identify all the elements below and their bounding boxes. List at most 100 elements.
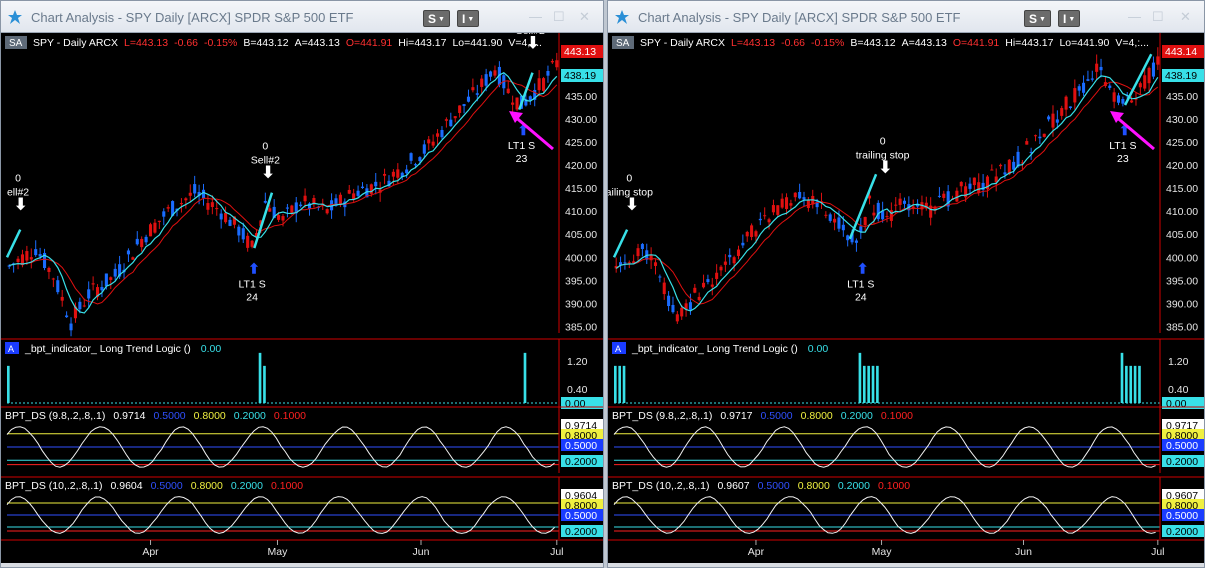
candle-body: [228, 219, 232, 226]
candle-body: [541, 78, 546, 91]
candle-body: [162, 211, 166, 217]
buy-signal-label: LT1 S: [508, 140, 535, 152]
candle-body: [885, 216, 889, 218]
candle-body: [815, 201, 819, 208]
candle-body: [148, 224, 153, 237]
oscillator-1-label: BPT_DS (9.8,.2,.8,.1): [5, 410, 105, 422]
candle-body: [1042, 133, 1046, 137]
histogram-bar: [614, 365, 617, 403]
close-icon[interactable]: ✕: [579, 9, 590, 24]
indicator-value: 0.00: [201, 343, 222, 355]
candle-body: [798, 191, 802, 199]
candle-body: [29, 257, 33, 260]
candle-body: [374, 181, 378, 187]
candle-body: [25, 251, 29, 261]
candle-body: [732, 257, 736, 264]
candle-body: [933, 206, 937, 211]
candle-body: [480, 78, 484, 87]
oscillator-1-tag: [561, 455, 603, 467]
candle-body: [418, 157, 422, 162]
header-lo: Lo=441.90: [452, 37, 502, 49]
histogram-bar: [618, 365, 621, 403]
oscillator-2-value: 0.9604: [110, 480, 142, 492]
minimize-icon[interactable]: —: [1128, 9, 1141, 24]
title-bar[interactable]: Chart Analysis - SPY Daily [ARCX] SPDR S…: [608, 1, 1204, 33]
candle-body: [489, 71, 493, 77]
candle-body: [166, 207, 170, 209]
candle-body: [693, 287, 697, 293]
candle-body: [60, 296, 64, 301]
candle-body: [675, 314, 679, 322]
candle-body: [1051, 113, 1055, 128]
candle-body: [1025, 141, 1029, 145]
insert-menu-button[interactable]: I ▼: [1058, 10, 1081, 27]
candle-body: [400, 172, 404, 178]
oscillator-1-tag-label: 0.5000: [565, 440, 597, 452]
candle-body: [1134, 98, 1138, 100]
candle-body: [118, 264, 122, 277]
candle-body: [387, 180, 391, 187]
minimize-icon[interactable]: —: [529, 9, 542, 24]
ma-price-tag: [561, 69, 603, 82]
candle-body: [378, 189, 382, 193]
indicator-tag-label: 0.00: [1166, 398, 1187, 410]
candle-body: [356, 190, 360, 196]
candle-body: [1090, 78, 1094, 80]
candle-body: [894, 204, 898, 206]
style-menu-button[interactable]: S ▼: [1024, 10, 1051, 27]
buy-signal-qty: 24: [855, 291, 867, 303]
candle-body: [555, 60, 559, 68]
chart-window-right: Chart Analysis - SPY Daily [ARCX] SPDR S…: [607, 0, 1205, 568]
price-tick: 435.00: [565, 91, 597, 103]
oscillator-1-tag: [561, 419, 603, 431]
candle-body: [153, 222, 157, 233]
candle-body: [1082, 82, 1086, 93]
chevron-down-icon: ▼: [1039, 16, 1046, 23]
header-symbol: SPY - Daily ARCX: [640, 37, 725, 49]
candle-body: [1138, 83, 1142, 88]
indicator-value: 0.00: [808, 343, 829, 355]
candle-body: [1073, 88, 1077, 103]
window-title: Chart Analysis - SPY Daily [ARCX] SPDR S…: [31, 10, 354, 25]
style-menu-button[interactable]: S ▼: [423, 10, 450, 27]
candle-body: [272, 206, 276, 219]
histogram-bar: [1138, 365, 1141, 403]
histogram-bar: [867, 365, 870, 403]
histogram-bar: [7, 365, 10, 403]
candle-body: [131, 257, 135, 260]
month-label: Apr: [748, 546, 765, 558]
oscillator-2-tag: [1162, 525, 1204, 537]
indicator-badge-label: A: [8, 344, 14, 354]
candle-body: [854, 240, 858, 243]
candle-body: [515, 97, 519, 110]
maximize-icon[interactable]: ☐: [553, 9, 565, 24]
price-tick: 425.00: [565, 137, 597, 149]
chart-canvas[interactable]: SA SPY - Daily ARCX L=443.13 -0.66 -0.15% B=4…: [1, 33, 604, 568]
oscillator-1-p2: 0.8000: [801, 410, 833, 422]
candle-body: [550, 60, 554, 63]
month-label: May: [268, 546, 289, 558]
histogram-bar: [876, 365, 879, 403]
candle-body: [405, 169, 409, 174]
price-tick: 390.00: [1166, 298, 1198, 310]
insert-menu-button[interactable]: I ▼: [457, 10, 480, 27]
maximize-icon[interactable]: ☐: [1152, 9, 1164, 24]
header-pct: -0.15%: [811, 37, 844, 49]
candle-body: [793, 192, 797, 198]
annotation-arrowhead-icon: [509, 111, 523, 123]
candle-body: [1151, 62, 1155, 77]
price-tick: 415.00: [1166, 183, 1198, 195]
candle-body: [475, 93, 479, 95]
candle-body: [758, 218, 762, 221]
close-icon[interactable]: ✕: [1180, 9, 1191, 24]
chart-canvas[interactable]: SA SPY - Daily ARCX L=443.13 -0.66 -0.15% B=4…: [608, 33, 1205, 568]
sa-badge-label: SA: [616, 38, 630, 49]
indicator-tick: 0.40: [567, 384, 588, 396]
sell-signal-label: ailing stop: [608, 187, 653, 199]
candle-body: [82, 305, 86, 307]
candle-body: [841, 224, 845, 231]
oscillator-2-p4: 0.1000: [271, 480, 303, 492]
candle-body: [294, 202, 298, 214]
oscillator-1-value: 0.9714: [113, 410, 145, 422]
title-bar[interactable]: Chart Analysis - SPY Daily [ARCX] SPDR S…: [1, 1, 603, 33]
